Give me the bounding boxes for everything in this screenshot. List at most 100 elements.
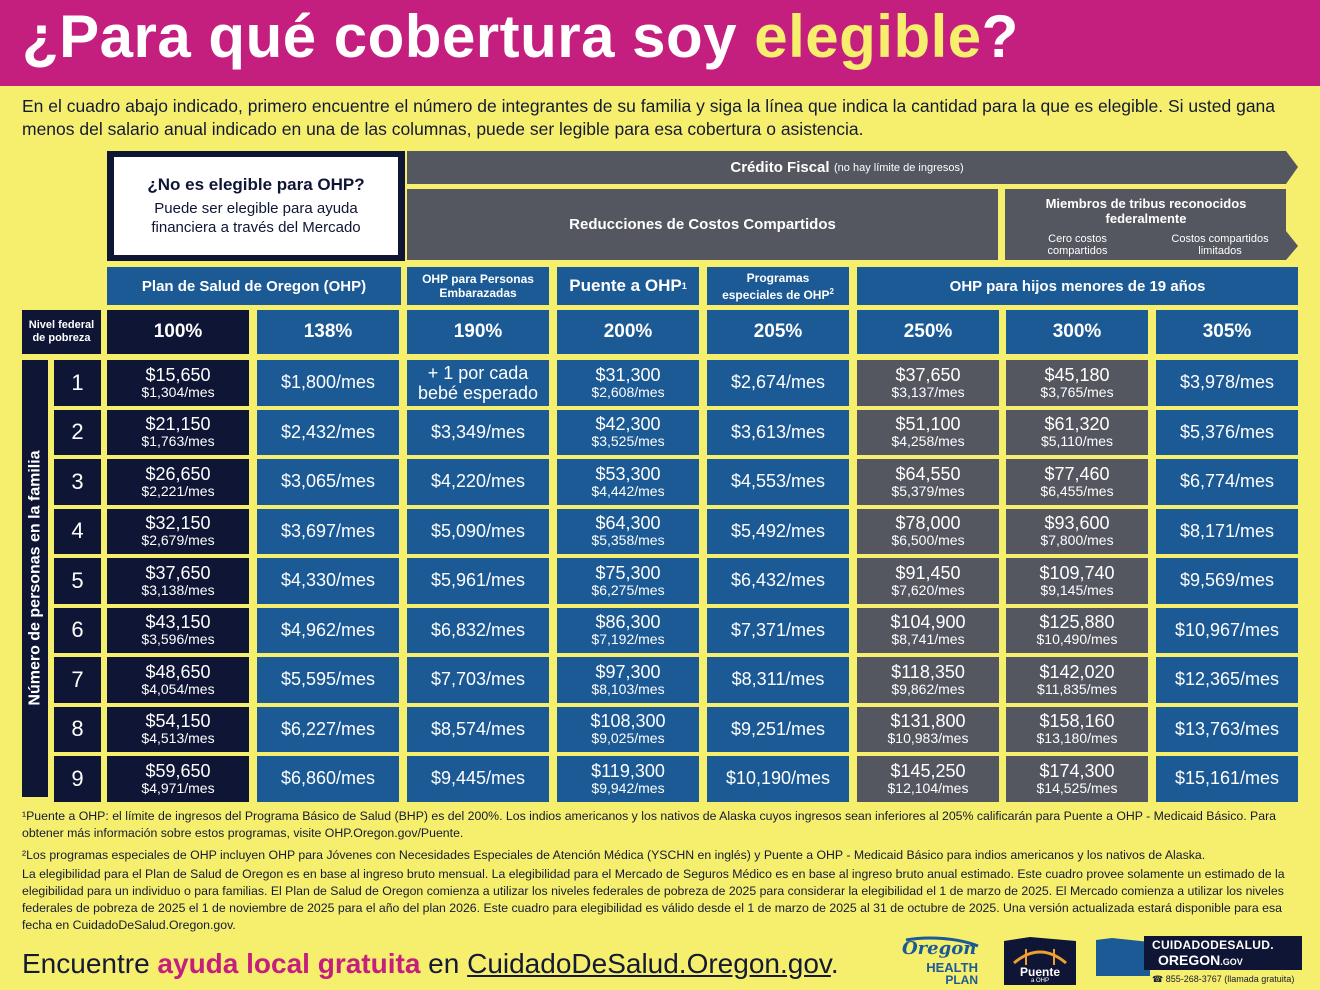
monthly-amount: $12,365/mes xyxy=(1174,669,1280,690)
table-cell: $86,300 $7,192/mes xyxy=(557,607,699,653)
monthly-amount: $8,574/mes xyxy=(430,718,526,739)
monthly-amount: $7,371/mes xyxy=(730,619,826,640)
table-cell: $131,800 $10,983/mes xyxy=(857,706,999,752)
table-cell: $125,880 $10,490/mes xyxy=(1006,607,1148,653)
fpl-percent: 300% xyxy=(1006,310,1148,354)
annual-amount: $125,880 xyxy=(1039,612,1115,633)
footnote-1: ¹Puente a OHP: el límite de ingresos del… xyxy=(22,809,1277,840)
monthly-amount: $5,961/mes xyxy=(430,570,526,591)
monthly-amount: $10,967/mes xyxy=(1174,619,1280,640)
family-size: 9 xyxy=(54,756,101,802)
family-label-box xyxy=(22,360,48,797)
table-cell: $32,150 $2,679/mes xyxy=(107,508,249,554)
monthly-amount: $12,104/mes xyxy=(887,779,969,796)
annual-amount: $42,300 xyxy=(595,414,661,435)
annual-amount: $104,900 xyxy=(890,612,966,633)
annual-amount: $109,740 xyxy=(1039,562,1115,583)
annual-amount: $53,300 xyxy=(595,463,661,484)
table-cell: $45,180 $3,765/mes xyxy=(1006,360,1148,406)
monthly-amount: $2,679/mes xyxy=(141,532,215,549)
annual-amount: $91,450 xyxy=(895,562,961,583)
table-cell: $42,300 $3,525/mes xyxy=(557,409,699,455)
table-cell: $4,330/mes xyxy=(257,558,399,604)
monthly-amount: $3,596/mes xyxy=(141,631,215,648)
table-cell: $53,300 $4,442/mes xyxy=(557,459,699,505)
table-cell: $5,492/mes xyxy=(707,508,849,554)
annual-amount: $78,000 xyxy=(895,513,961,534)
program-children: OHP para hijos menores de 19 años xyxy=(857,267,1298,305)
table-cell: $5,961/mes xyxy=(407,558,549,604)
table-cell: $97,300 $8,103/mes xyxy=(557,657,699,703)
family-label: Número de personas en la familia xyxy=(26,450,44,706)
family-size: 5 xyxy=(54,558,101,604)
monthly-amount: $5,110/mes xyxy=(1040,433,1114,450)
annual-amount: $37,650 xyxy=(145,562,211,583)
table-cell: $3,349/mes xyxy=(407,409,549,455)
table-cell: $37,650 $3,137/mes xyxy=(857,360,999,406)
ohp-logo-plan: PLAN xyxy=(945,973,978,987)
ohp-logo-swoosh xyxy=(905,936,979,948)
monthly-amount: $3,349/mes xyxy=(430,421,526,442)
program-pregnant: OHP para Personas Embarazadas xyxy=(407,267,549,305)
monthly-amount: $3,613/mes xyxy=(730,421,826,442)
annual-amount: $26,650 xyxy=(145,463,211,484)
tax-credit-arrow xyxy=(407,151,1298,184)
table-cell: $8,171/mes xyxy=(1156,508,1298,554)
monthly-amount: $8,741/mes xyxy=(891,631,965,648)
monthly-amount: $4,054/mes xyxy=(141,680,215,697)
monthly-amount: $6,860/mes xyxy=(280,768,376,789)
table-cell: $10,967/mes xyxy=(1156,607,1298,653)
table-cell: $61,320 $5,110/mes xyxy=(1006,409,1148,455)
table-cell: $12,365/mes xyxy=(1156,657,1298,703)
monthly-amount: $4,442/mes xyxy=(591,482,665,499)
monthly-amount: $14,525/mes xyxy=(1036,779,1118,796)
table-cell: $54,150 $4,513/mes xyxy=(107,706,249,752)
monthly-amount: $3,697/mes xyxy=(280,520,376,541)
monthly-amount: $4,553/mes xyxy=(730,471,826,492)
monthly-amount: $6,500/mes xyxy=(891,532,965,549)
annual-amount: $86,300 xyxy=(595,612,661,633)
annual-amount: $59,650 xyxy=(145,760,211,781)
monthly-amount: $1,304/mes xyxy=(141,383,215,400)
tribes-limited-label: Costos compartidos limitados xyxy=(1171,233,1269,257)
table-cell: $43,150 $3,596/mes xyxy=(107,607,249,653)
program-special: Programas especiales de OHP2 xyxy=(707,267,849,305)
footer-link[interactable]: CuidadoDeSalud.Oregon.gov xyxy=(467,948,831,979)
phone-icon: ☎ xyxy=(1152,974,1164,984)
annual-amount: $61,320 xyxy=(1044,414,1110,435)
monthly-amount: $5,376/mes xyxy=(1179,421,1275,442)
monthly-amount: $2,608/mes xyxy=(591,383,665,400)
annual-amount: $77,460 xyxy=(1044,463,1110,484)
table-cell: $6,227/mes xyxy=(257,706,399,752)
tribes-zero-label: Cero costos compartidos xyxy=(1047,233,1108,257)
table-cell: $6,832/mes xyxy=(407,607,549,653)
fpl-percent: 205% xyxy=(707,310,849,354)
annual-amount: $37,650 xyxy=(895,364,961,385)
monthly-amount: $1,800/mes xyxy=(280,372,376,393)
not-eligible-title: ¿No es elegible para OHP? xyxy=(147,175,365,194)
monthly-amount: $7,800/mes xyxy=(1040,532,1114,549)
table-cell: $3,065/mes xyxy=(257,459,399,505)
annual-amount: $21,150 xyxy=(145,414,211,435)
program-ohp: Plan de Salud de Oregon (OHP) xyxy=(107,267,401,305)
monthly-amount: $5,379/mes xyxy=(891,482,965,499)
footnote-3: La elegibilidad para el Plan de Salud de… xyxy=(22,867,1285,932)
table-cell: $51,100 $4,258/mes xyxy=(857,409,999,455)
table-cell: $13,763/mes xyxy=(1156,706,1298,752)
monthly-amount: $3,978/mes xyxy=(1179,372,1275,393)
monthly-amount: $15,161/mes xyxy=(1174,768,1280,789)
fpl-label: Nivel federal de pobreza xyxy=(22,310,101,354)
table-cell: $59,650 $4,971/mes xyxy=(107,756,249,802)
annual-amount: $119,300 xyxy=(591,760,665,781)
annual-amount: $174,300 xyxy=(1039,760,1115,781)
table-cell: $26,650 $2,221/mes xyxy=(107,459,249,505)
monthly-amount: $4,971/mes xyxy=(141,779,215,796)
fpl-percent: 250% xyxy=(857,310,999,354)
table-cell: $10,190/mes xyxy=(707,756,849,802)
annual-amount: $51,100 xyxy=(895,414,961,435)
table-cell: $2,432/mes xyxy=(257,409,399,455)
family-size: 6 xyxy=(54,607,101,653)
table-cell: $2,674/mes xyxy=(707,360,849,406)
table-cell: $4,553/mes xyxy=(707,459,849,505)
cds-logo-phone: ☎ 855-268-3767 (llamada gratuita) xyxy=(1152,974,1295,984)
